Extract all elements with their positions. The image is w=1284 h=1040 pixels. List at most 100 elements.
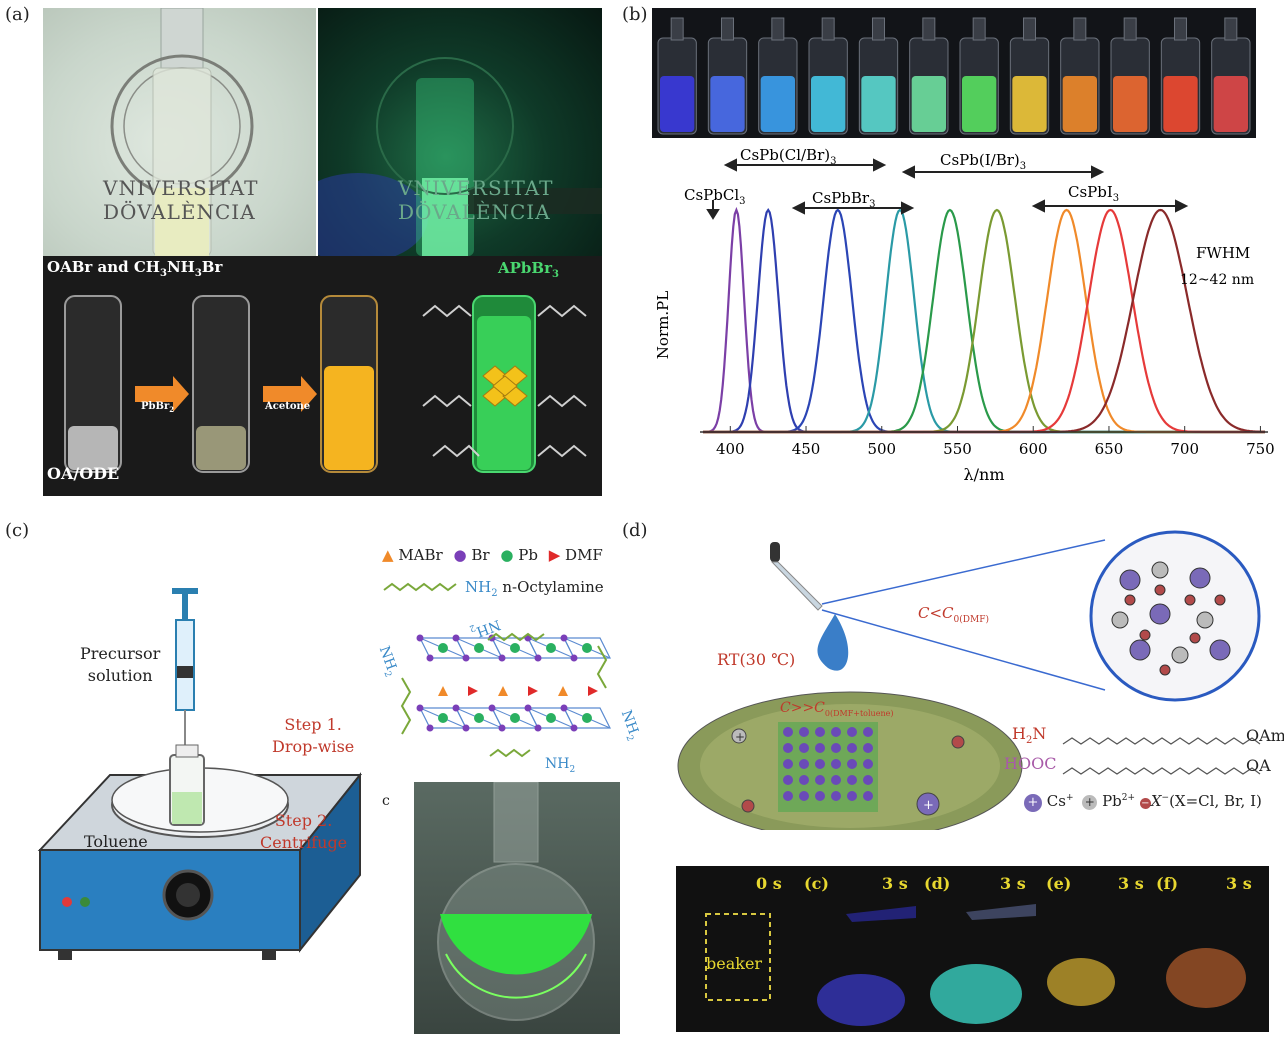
halide-ion — [1214, 594, 1226, 606]
label-fwhm-range: 12~42 nm — [1180, 272, 1254, 288]
label-oam: OAm — [1246, 726, 1284, 745]
halide-ion — [1189, 632, 1201, 644]
x-tick-label-550: 550 — [943, 440, 972, 458]
arrow-label-pbbr2: PbBr2 — [141, 401, 175, 414]
crystal-atom — [799, 775, 809, 785]
crystal-atom — [863, 791, 873, 801]
logo-text-uv-1: VNIVERSITAT — [398, 176, 554, 200]
panel-label-c: (c) — [5, 520, 30, 541]
br-atom — [462, 654, 470, 662]
letter-label-f: (f) — [1156, 874, 1179, 893]
crystal-atom — [831, 727, 841, 737]
cs-ion — [1209, 639, 1231, 661]
pb-atom — [546, 713, 556, 723]
photo-vial-daylight: VNIVERSITAT DÖVALÈNCIA — [43, 8, 316, 256]
crystal-atom — [799, 791, 809, 801]
photo-green-flask — [414, 782, 620, 1034]
vial-1 — [707, 17, 748, 135]
crystal-atom — [831, 759, 841, 769]
pb-atom — [546, 643, 556, 653]
br-atom — [570, 724, 578, 732]
letter-label-d: (d) — [924, 874, 951, 893]
br-atom — [534, 724, 542, 732]
beaker-orange — [1166, 948, 1246, 1008]
label-cspbcl3: CsPbCl3 — [684, 186, 746, 207]
mabr-marker — [498, 686, 508, 696]
ligand-assisted-reprecipitation-diagram: + + — [677, 530, 1261, 830]
pb-atom — [582, 713, 592, 723]
precursor-label: Precursor solution — [80, 644, 161, 685]
time-label-4: 3 s — [1226, 874, 1252, 893]
label-oa: OA — [1246, 756, 1271, 775]
pb-ion — [1171, 646, 1189, 664]
crystal-atom — [863, 775, 873, 785]
x-tick-label-650: 650 — [1095, 440, 1124, 458]
mabr-triangle-icon: ▲ — [382, 546, 394, 564]
br-atom — [416, 704, 424, 712]
br-atom — [488, 704, 496, 712]
time-label-2: 3 s — [1000, 874, 1026, 893]
synthesis-strip: OABr and CH3NH3Br PbBr2 Acetone APbBr3 O… — [43, 256, 602, 496]
ion-legend: + Cs+ + Pb2+ −X−(X=Cl, Br, I) — [1024, 792, 1262, 812]
crystal-atom — [863, 759, 873, 769]
label-oa-ode: OA/ODE — [47, 464, 120, 483]
photo-beaker-strip: 0 s (c) 3 s (d) 3 s (e) 3 s (f) 3 s beak… — [676, 866, 1269, 1032]
vial-2 — [758, 17, 798, 135]
br-atom — [560, 634, 568, 642]
br-atom — [570, 654, 578, 662]
vial-row-illustration — [657, 17, 1251, 135]
label-fwhm: FWHM — [1196, 244, 1250, 262]
toluene-label: Toluene — [84, 832, 148, 851]
pb-atom — [582, 643, 592, 653]
br-atom — [452, 704, 460, 712]
crystal-atom — [815, 727, 825, 737]
beaker-blue — [817, 974, 905, 1026]
vial-uv-illustration — [318, 57, 602, 256]
range-arrows — [706, 158, 1189, 220]
syringe-barrel — [175, 619, 195, 711]
label-oabr: OABr and CH3NH3Br — [47, 258, 223, 279]
br-atom — [452, 634, 460, 642]
crystal-atom — [815, 791, 825, 801]
crystal-atom — [847, 791, 857, 801]
y-axis-label: Norm.PL — [654, 291, 672, 359]
label-cspb-i-br: CsPb(I/Br)3 — [940, 151, 1026, 172]
halide-ion — [1124, 594, 1136, 606]
crystal-atom — [847, 775, 857, 785]
crystal-atom — [799, 727, 809, 737]
step1-label: Step 1. Drop-wise — [272, 715, 355, 756]
cs-ion — [1189, 567, 1211, 589]
crystal-atom — [783, 791, 793, 801]
x-tick-label-450: 450 — [792, 440, 821, 458]
x-tick-label-750: 750 — [1246, 440, 1275, 458]
mabr-marker — [438, 686, 448, 696]
br-atom — [416, 634, 424, 642]
pl-curves — [703, 206, 1266, 434]
label-c-much-greater: C>>C0(DMF+toluene) — [780, 700, 894, 718]
legend-c: ▲ MABr ● Br ● Pb ▶ DMF — [382, 546, 603, 564]
vial-7 — [1009, 17, 1050, 135]
dropper-bulb — [770, 542, 780, 562]
octylamine-chain-icon — [383, 582, 457, 592]
mabr-marker — [558, 686, 568, 696]
dmf-marker — [468, 686, 478, 696]
crystal-atom — [799, 759, 809, 769]
crystal-atom — [783, 759, 793, 769]
halide-ion — [1139, 629, 1151, 641]
x-ticks: 400 450 500 550 600 650 700 750 — [716, 426, 1275, 458]
br-atom — [524, 704, 532, 712]
crystal-atom — [799, 743, 809, 753]
br-atom — [560, 704, 568, 712]
photo-vial-row — [652, 8, 1256, 138]
vial-9 — [1110, 17, 1150, 135]
layered-perovskite-structure — [400, 632, 611, 758]
empty-beaker-outline — [705, 913, 771, 1001]
crystal-atom — [847, 743, 857, 753]
nanocrystal — [778, 722, 878, 812]
x-tick-label-500: 500 — [867, 440, 896, 458]
photo-vial-uv: VNIVERSITAT DÖVALÈNCIA — [318, 8, 602, 256]
br-dot-icon: ● — [453, 546, 467, 564]
beaker-cyan — [930, 964, 1022, 1024]
pb-ion — [1111, 611, 1129, 629]
cs-ion — [1119, 569, 1141, 591]
